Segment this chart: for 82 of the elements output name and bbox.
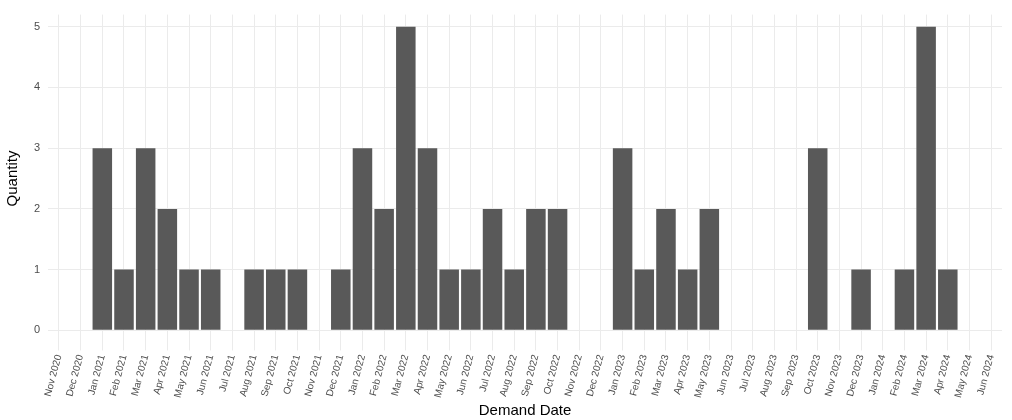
x-tick-label: Oct 2022 [541,353,563,396]
x-tick-label: Mar 2023 [649,352,671,398]
x-tick-label: Dec 2023 [843,352,866,398]
x-tick-label: Feb 2023 [627,353,649,398]
bar [526,208,546,330]
x-tick-label: Feb 2021 [107,353,129,398]
bar [287,269,308,330]
x-tick-label: May 2024 [952,352,975,399]
x-tick-label: Jul 2021 [216,352,238,393]
y-axis-title: Quantity [3,150,21,207]
x-tick-label: Jul 2023 [736,352,758,393]
x-tick-label: May 2023 [691,352,715,399]
x-tick-label: Feb 2022 [367,353,389,398]
bar [200,269,221,330]
x-tick-label: Sep 2023 [778,353,801,398]
bar [612,148,633,330]
x-tick-label: Jun 2021 [194,352,216,397]
bar [439,269,459,330]
x-tick-label: Jul 2022 [476,352,498,393]
bar [699,208,720,330]
y-tick-label: 2 [33,201,41,214]
x-tick-label: Nov 2023 [822,352,845,398]
bar [244,269,264,330]
bar [916,26,936,330]
x-tick-label: Jan 2021 [85,352,108,397]
bar [807,148,828,330]
x-tick-label: May 2022 [431,352,454,399]
x-tick-label: Jan 2023 [605,352,628,397]
x-tick-label: Dec 2021 [323,352,346,398]
x-tick-label: Aug 2021 [236,353,259,398]
bar [482,208,503,330]
bar [504,269,524,330]
bar [851,269,871,330]
x-tick-label: Feb 2024 [887,353,910,398]
x-tick-label: Jun 2023 [714,352,736,397]
y-tick-label: 4 [33,80,41,93]
x-tick-label: Oct 2021 [280,353,303,396]
bar [547,208,568,330]
bar [894,269,915,330]
bar [374,208,394,330]
bar [677,269,698,330]
x-tick-label: Mar 2024 [909,352,931,398]
bar [114,269,134,330]
x-tick-label: Jan 2024 [866,352,888,397]
x-tick-label: Apr 2022 [410,352,433,396]
bar [461,269,481,330]
x-tick-label: Dec 2020 [63,352,86,398]
x-tick-label: Jun 2022 [454,352,476,397]
x-tick-label: Sep 2021 [258,353,281,398]
bar [157,208,178,330]
bar [352,148,373,330]
x-tick-label: Aug 2022 [497,353,519,398]
bar [92,148,113,330]
x-tick-label: Apr 2021 [150,352,173,396]
x-tick-label: Nov 2020 [41,352,64,398]
bar [634,269,655,330]
bar [396,26,416,330]
bar [265,269,286,330]
bar [179,269,199,330]
y-tick-label: 0 [33,323,41,336]
x-tick-label: Apr 2024 [931,352,953,396]
bar [656,208,676,330]
x-tick-label: Dec 2022 [583,352,606,398]
bar [417,148,438,330]
x-tick-label: Apr 2023 [671,352,693,396]
x-tick-label: Mar 2021 [128,352,151,398]
x-tick-label: Nov 2022 [562,352,584,398]
bar [938,269,958,330]
x-tick-label: Mar 2022 [388,352,411,398]
x-tick-label: Aug 2023 [757,353,780,398]
x-tick-label: Nov 2021 [301,352,324,398]
x-tick-label: Jan 2022 [345,352,368,397]
x-tick-label: May 2021 [171,352,194,399]
y-tick-label: 5 [33,19,41,32]
y-tick-label: 1 [33,262,41,275]
bar [331,269,351,330]
x-tick-label: Sep 2022 [518,353,541,398]
bar [135,148,156,330]
x-tick-label: Jun 2024 [974,352,996,397]
y-tick-label: 3 [33,141,41,154]
x-tick-label: Oct 2023 [801,353,823,396]
x-axis-title: Demand Date [478,401,572,419]
